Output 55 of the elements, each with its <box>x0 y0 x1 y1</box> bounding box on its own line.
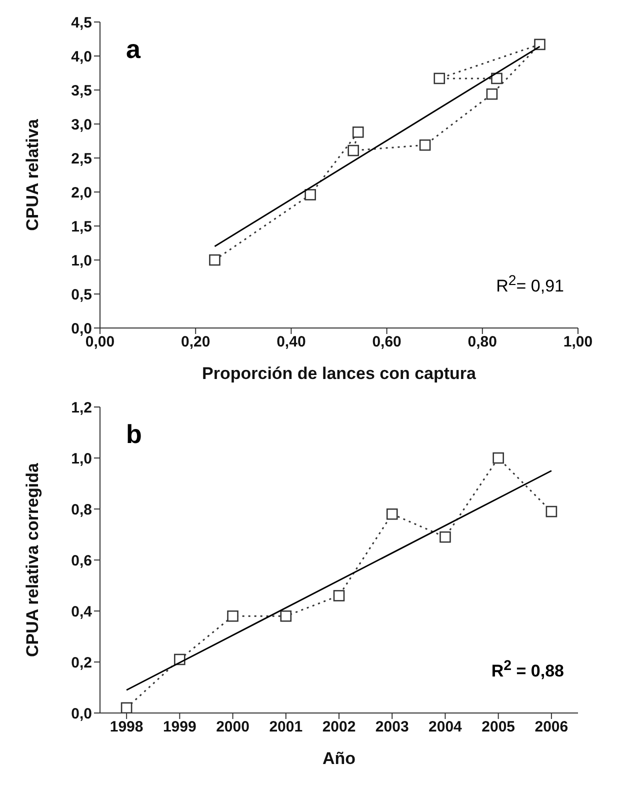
annotation: R$^{2}$ = 0,88 <box>491 658 564 682</box>
y-tick-label: 0,0 <box>71 705 92 722</box>
point <box>534 38 546 50</box>
y-tick-label: 1,0 <box>71 450 92 468</box>
point <box>304 189 316 200</box>
y-tick-label: 0,8 <box>71 501 92 518</box>
point <box>348 144 359 156</box>
point <box>120 702 132 713</box>
y-tick-label: 3,5 <box>71 82 92 100</box>
point <box>352 126 364 138</box>
x-tick-label: 1,00 <box>563 334 593 351</box>
x-axis-title: Año <box>322 749 356 768</box>
point <box>209 254 220 266</box>
y-tick-label: 2,5 <box>71 150 92 168</box>
y-tick-label: 3,0 <box>71 116 92 134</box>
point <box>227 610 238 622</box>
y-tick-label: 2,0 <box>71 184 92 202</box>
text: a <box>126 34 140 65</box>
point <box>333 590 345 602</box>
x-tick-label: 2003 <box>375 718 409 736</box>
point <box>492 452 504 464</box>
x-tick-label: 0,60 <box>372 334 402 351</box>
point <box>419 139 431 151</box>
y-tick-label: 0,2 <box>71 654 92 672</box>
x-tick-label: 2002 <box>322 718 356 736</box>
x-tick-label: 2004 <box>428 718 463 736</box>
y-tick-label: 4,0 <box>71 48 92 66</box>
x-axis-title: Proporción de lances con captura <box>202 364 477 383</box>
x-tick-label: 0,20 <box>181 334 210 351</box>
text: b <box>126 419 142 450</box>
y-tick-label: 4,5 <box>71 14 92 32</box>
x-tick-label: 2005 <box>482 718 516 736</box>
y-tick-label: 0,6 <box>71 552 92 570</box>
y-tick-label: 0,5 <box>71 286 92 304</box>
y-tick-label: 1,5 <box>71 218 92 236</box>
x-tick-label: 0,80 <box>468 334 497 351</box>
point <box>434 72 446 84</box>
point <box>280 610 292 622</box>
x-tick-label: 2006 <box>534 718 568 736</box>
x-tick-label: 2000 <box>216 718 250 736</box>
y-tick-label: 1,0 <box>71 252 92 270</box>
point <box>440 531 451 543</box>
annotation: R$^{2}$= 0,91 <box>496 273 564 297</box>
x-tick-label: 2001 <box>269 718 303 736</box>
y-tick-label: 0,4 <box>71 603 93 620</box>
y-axis-title: CPUA relativa corregida <box>23 462 42 657</box>
point <box>486 88 498 100</box>
point <box>491 72 502 84</box>
x-tick-label: 0,40 <box>276 334 306 351</box>
x-tick-label: 1999 <box>162 718 196 736</box>
x-tick-label: 1998 <box>110 718 144 736</box>
y-tick-label: 1,2 <box>71 399 92 416</box>
point <box>546 506 558 518</box>
point <box>386 508 398 520</box>
y-axis-title: CPUA relativa <box>23 118 42 231</box>
